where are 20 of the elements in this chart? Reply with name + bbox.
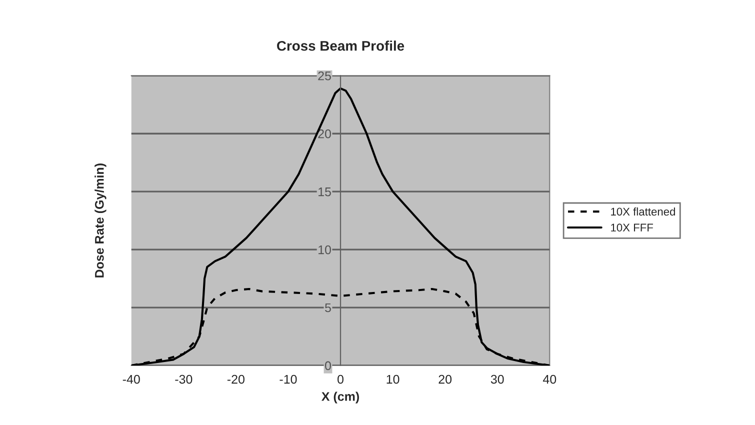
x-tick-label: 30 bbox=[490, 374, 504, 384]
legend-label: 10X FFF bbox=[611, 224, 653, 232]
x-tick-label: 0 bbox=[338, 374, 344, 384]
x-axis-title: X (cm) bbox=[322, 392, 359, 404]
x-tick-label: -20 bbox=[227, 374, 244, 384]
chart-title: Cross Beam Profile bbox=[277, 40, 404, 51]
x-tick-label: -40 bbox=[122, 374, 140, 384]
x-tick-label: -10 bbox=[280, 374, 297, 384]
y-tick-label: 10 bbox=[318, 245, 331, 254]
y-axis-title: Dose Rate (Gy/min) bbox=[94, 164, 106, 278]
y-tick-label: 20 bbox=[318, 129, 331, 138]
x-tick-label: 40 bbox=[542, 374, 556, 384]
x-tick-label: -30 bbox=[175, 374, 192, 384]
legend-label: 10X flattened bbox=[611, 207, 675, 216]
y-tick-label: 0 bbox=[325, 361, 331, 370]
x-tick-label: 20 bbox=[438, 374, 452, 384]
x-tick-label: 10 bbox=[386, 374, 400, 384]
y-tick-label: 25 bbox=[318, 71, 331, 80]
y-tick-label: 5 bbox=[325, 303, 331, 312]
y-tick-label: 15 bbox=[318, 188, 331, 196]
